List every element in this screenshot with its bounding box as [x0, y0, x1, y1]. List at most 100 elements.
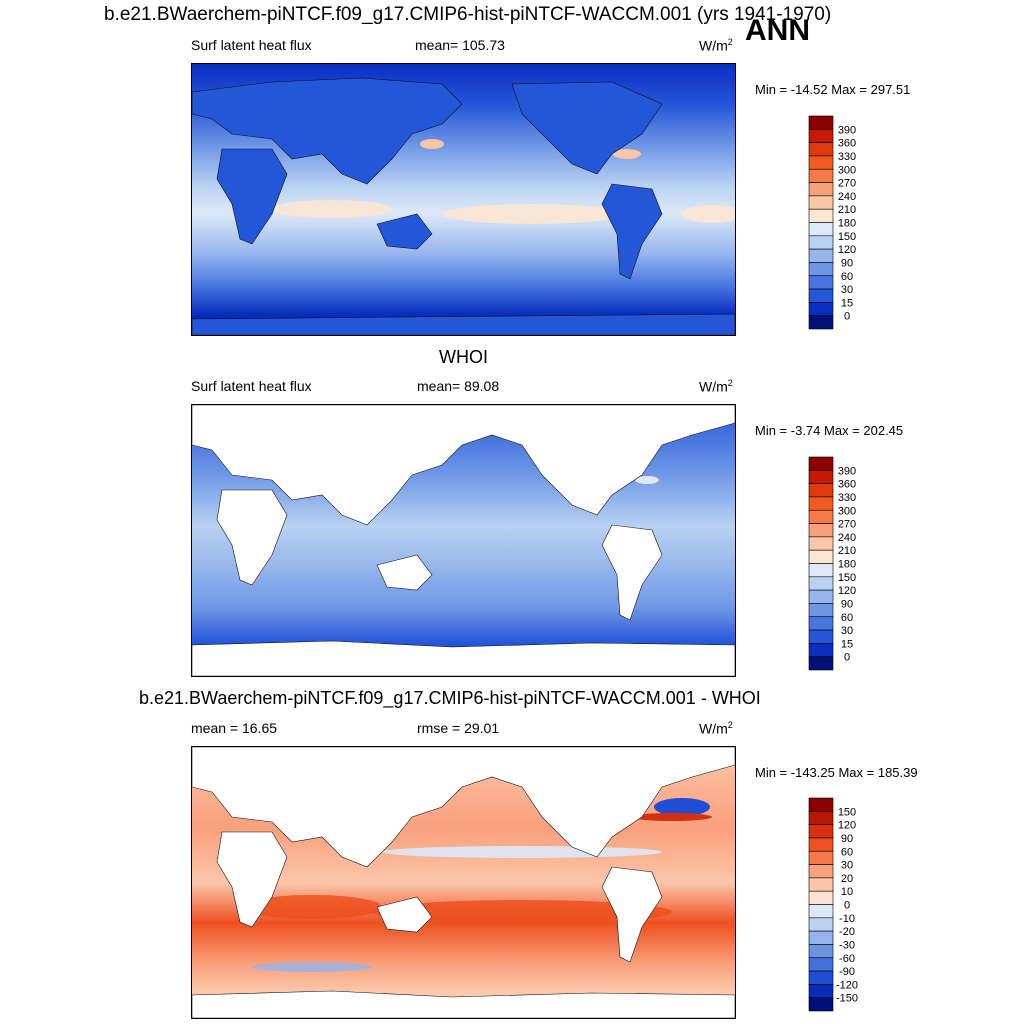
colorbar-swatch: [808, 797, 834, 812]
panel1-map: [191, 63, 736, 336]
colorbar-swatch: [808, 589, 834, 604]
colorbar-swatch: [808, 643, 834, 657]
colorbar-tick-label: 330: [838, 151, 856, 163]
colorbar-swatch: [808, 523, 834, 538]
panel1-units: W/m2: [699, 37, 733, 54]
panel2-map: [191, 404, 736, 677]
colorbar-swatch: [808, 850, 834, 865]
colorbar-swatch: [808, 142, 834, 157]
colorbar-tick-label: 120: [838, 820, 856, 832]
colorbar-tick-label: -150: [836, 993, 858, 1005]
colorbar-tick-label: 60: [841, 612, 853, 624]
colorbar-swatch: [808, 483, 834, 498]
colorbar-tick-label: -90: [839, 966, 855, 978]
colorbar-tick-label: 0: [844, 652, 850, 664]
colorbar-tick-label: 330: [838, 492, 856, 504]
colorbar-tick-label: 180: [838, 218, 856, 230]
colorbar-tick-label: 150: [838, 806, 856, 818]
panel2-left-label: Surf latent heat flux: [191, 378, 312, 394]
colorbar-swatch: [808, 629, 834, 644]
colorbar-swatch: [808, 824, 834, 839]
colorbar-tick-label: 15: [841, 638, 853, 650]
panel1-mean-label: mean= 105.73: [415, 37, 505, 53]
colorbar-tick-label: 240: [838, 532, 856, 544]
colorbar-swatch: [808, 208, 834, 223]
colorbar-swatch: [808, 890, 834, 905]
colorbar-swatch: [808, 470, 834, 484]
panel3-cool-south: [252, 962, 372, 972]
panel3-warm-gulfstream: [632, 813, 712, 821]
colorbar-tick-label: -10: [839, 913, 855, 925]
colorbar-tick-label: 270: [838, 519, 856, 531]
colorbar-swatch: [808, 155, 834, 170]
panel1-land: [192, 77, 735, 335]
colorbar-tick-label: 360: [838, 479, 856, 491]
panel2-map-svg: [192, 405, 735, 676]
colorbar-swatch: [808, 168, 834, 183]
season-label: ANN: [745, 14, 810, 47]
colorbar-swatch: [808, 837, 834, 852]
colorbar-tick-label: 60: [841, 846, 853, 858]
colorbar-tick-label: -20: [839, 926, 855, 938]
panel1-gulfstream: [613, 149, 641, 159]
colorbar-swatch: [808, 603, 834, 618]
colorbar-swatch: [808, 930, 834, 945]
panel3-cool-equator: [382, 846, 662, 858]
colorbar-swatch: [808, 576, 834, 591]
colorbar-tick-label: 270: [838, 178, 856, 190]
colorbar-tick-label: 20: [841, 873, 853, 885]
colorbar-tick-label: 90: [841, 598, 853, 610]
colorbar-tick-label: 120: [838, 244, 856, 256]
panel3-colorbar: 150 120 90 60 30 20 10 0 -10 -20 -30 -60 -90 -120 -150: [808, 797, 869, 1012]
colorbar-tick-label: 150: [838, 572, 856, 584]
colorbar-swatch: [808, 997, 834, 1012]
panel3-land: [192, 747, 735, 1018]
colorbar-swatch: [808, 656, 834, 671]
panel2-mean-label: mean= 89.08: [417, 378, 500, 394]
colorbar-swatch: [808, 536, 834, 551]
colorbar-swatch: [808, 262, 834, 277]
colorbar-tick-label: 30: [841, 625, 853, 637]
panel3-rmse-label: rmse = 29.01: [417, 720, 500, 736]
colorbar-swatch: [808, 195, 834, 210]
panel1-left-label: Surf latent heat flux: [191, 37, 312, 53]
colorbar-tick-label: 90: [841, 833, 853, 845]
colorbar-swatch: [808, 877, 834, 892]
panel2-units: W/m2: [699, 378, 733, 395]
colorbar-swatch: [808, 944, 834, 959]
colorbar-swatch: [808, 275, 834, 290]
panel3-map-svg: [192, 747, 735, 1018]
colorbar-tick-label: 60: [841, 271, 853, 283]
colorbar-tick-label: 300: [838, 164, 856, 176]
colorbar-tick-label: 300: [838, 505, 856, 517]
panel3-warm-south-pacific: [372, 900, 672, 924]
colorbar-tick-label: 30: [841, 284, 853, 296]
panel3-cold-gulfstream: [654, 798, 710, 816]
colorbar-tick-label: -30: [839, 939, 855, 951]
colorbar-swatch: [808, 957, 834, 972]
panel1-minmax: Min = -14.52 Max = 297.51: [755, 82, 911, 97]
panel2-land: [192, 405, 735, 676]
colorbar-swatch: [808, 456, 834, 471]
panel2-colorbar: 390 360 330 300 270 240 210 180 150 120 90 60 30 15 0: [808, 456, 869, 671]
panel2-gulfstream: [635, 476, 659, 484]
colorbar-tick-label: -120: [836, 979, 858, 991]
colorbar-tick-label: 0: [844, 900, 850, 912]
colorbar-tick-label: 30: [841, 860, 853, 872]
colorbar-tick-label: 120: [838, 585, 856, 597]
panel3-minmax: Min = -143.25 Max = 185.39: [755, 765, 918, 780]
panel1-warm-pacific: [442, 204, 622, 224]
panel1-warm-atlantic: [682, 205, 735, 223]
colorbar-swatch: [808, 811, 834, 825]
colorbar-swatch: [808, 302, 834, 316]
colorbar-swatch: [808, 235, 834, 250]
panel1-warm-indian: [272, 200, 392, 218]
panel1-colorbar: 390 360 330 300 270 240 210 180 150 120 90 60 30 15 0: [808, 115, 869, 330]
colorbar-tick-label: 390: [838, 465, 856, 477]
colorbar-swatch: [808, 549, 834, 564]
main-title: b.e21.BWaerchem-piNTCF.f09_g17.CMIP6-his…: [104, 4, 832, 25]
colorbar-tick-label: 150: [838, 231, 856, 243]
colorbar-swatch: [808, 496, 834, 511]
